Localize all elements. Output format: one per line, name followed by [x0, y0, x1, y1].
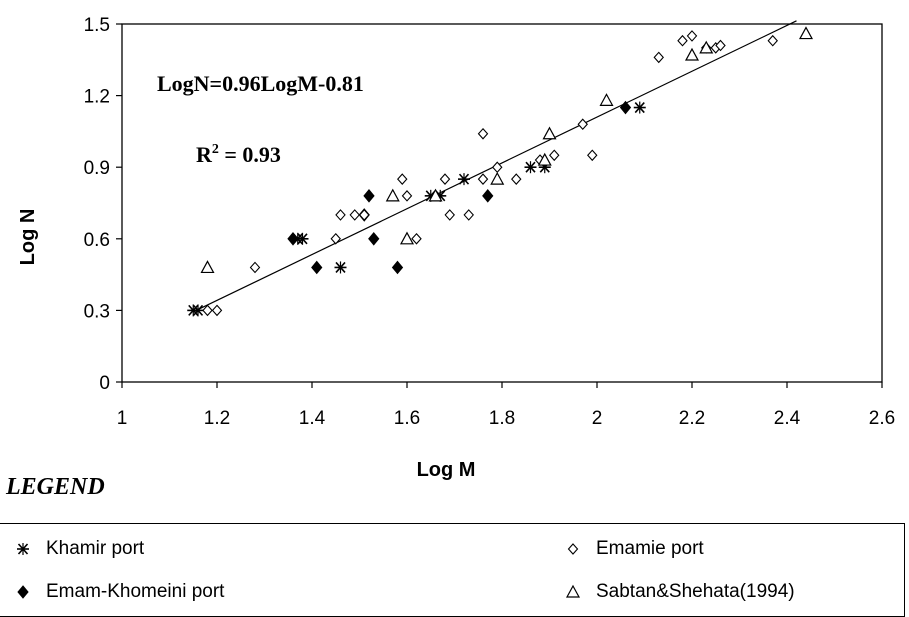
legend-label-emam-khomeini: Emam-Khomeini port — [46, 581, 225, 602]
legend-label-sabtan-shehata: Sabtan&Shehata(1994) — [596, 581, 795, 602]
data-point-triangle-open — [699, 40, 714, 54]
data-point-triangle-open — [428, 188, 443, 202]
data-point-diamond-open — [359, 209, 370, 221]
y-tick-label: 1.2 — [84, 87, 110, 108]
data-point-asterisk — [334, 261, 347, 274]
open-triangle-icon — [565, 584, 581, 598]
legend-marker-diamond-filled — [17, 585, 29, 599]
data-point-triangle-open — [599, 93, 614, 106]
data-point-diamond-open — [477, 173, 489, 185]
data-point-diamond-open — [686, 30, 698, 42]
legend-label-emamie: Emamie port — [596, 538, 704, 559]
equation-label: LogN=0.96LogM-0.81 — [157, 71, 364, 96]
data-point-diamond-filled — [619, 100, 632, 115]
data-point-diamond-open — [411, 232, 422, 245]
data-point-diamond-open — [677, 34, 688, 47]
x-tick-label: 1.6 — [394, 408, 420, 429]
legend-marker-triangle-open — [565, 584, 581, 598]
y-tick-label: 0.6 — [84, 230, 110, 251]
y-tick-label: 1.5 — [84, 15, 110, 36]
r-squared-superscript: 2 — [212, 142, 219, 157]
legend-box: Khamir port Emam-Khomeini port Emamie po… — [0, 523, 905, 617]
legend-item-emam-khomeini: Emam-Khomeini port — [12, 581, 224, 603]
data-point-diamond-open — [335, 209, 346, 221]
filled-diamond-icon — [17, 585, 29, 599]
legend-title: LEGEND — [6, 474, 105, 500]
data-point-diamond-filled — [363, 189, 375, 203]
data-point-triangle-open — [399, 231, 415, 245]
data-point-diamond-open — [444, 209, 455, 221]
y-tick-label: 0.9 — [84, 158, 110, 179]
data-point-triangle-open — [200, 260, 215, 274]
x-tick-label: 1.2 — [204, 408, 230, 429]
legend-marker-asterisk — [17, 543, 29, 555]
data-point-diamond-open — [715, 39, 726, 52]
x-tick-label: 2.4 — [774, 408, 801, 429]
data-point-diamond-open — [401, 190, 413, 202]
x-tick-label: 2.2 — [679, 408, 705, 429]
data-point-diamond-open — [397, 173, 408, 185]
x-tick-label: 2.6 — [869, 408, 895, 429]
x-axis-title: Log M — [417, 459, 476, 481]
data-point-triangle-open — [385, 188, 400, 202]
data-point-triangle-open — [537, 152, 552, 166]
legend-marker-diamond-open — [567, 543, 579, 555]
data-point-diamond-open — [767, 34, 778, 47]
data-point-diamond-open — [349, 209, 360, 221]
data-point-diamond-filled — [311, 260, 323, 275]
data-point-triangle-open — [798, 26, 814, 40]
x-tick-label: 1.4 — [299, 408, 326, 429]
data-point-diamond-open — [211, 304, 223, 317]
data-point-diamond-open — [463, 209, 474, 221]
y-tick-label: 0 — [99, 373, 110, 394]
data-point-diamond-filled — [482, 189, 494, 203]
data-point-triangle-open — [542, 126, 557, 140]
data-point-triangle-open — [490, 171, 505, 185]
data-point-diamond-open — [249, 261, 261, 274]
data-point-asterisk — [524, 161, 537, 174]
x-tick-label: 1 — [117, 408, 128, 429]
data-point-diamond-open — [511, 173, 522, 185]
x-tick-label: 2 — [592, 408, 603, 429]
data-point-diamond-open — [330, 232, 341, 245]
data-point-diamond-open — [587, 149, 598, 162]
y-tick-label: 0.3 — [84, 301, 110, 322]
data-point-diamond-open — [477, 127, 489, 140]
data-point-diamond-open — [202, 304, 213, 317]
data-point-diamond-open — [653, 51, 664, 64]
data-point-diamond-filled — [391, 260, 404, 275]
data-point-asterisk — [192, 304, 204, 317]
data-point-diamond-filled — [287, 232, 299, 246]
legend-item-khamir: Khamir port — [12, 538, 144, 560]
x-tick-label: 1.8 — [489, 408, 515, 429]
legend-item-emamie: Emamie port — [562, 538, 704, 560]
open-diamond-icon — [567, 543, 579, 555]
data-point-asterisk — [633, 101, 646, 114]
data-point-diamond-open — [439, 173, 451, 185]
data-point-asterisk — [458, 173, 470, 186]
asterisk-icon — [17, 543, 29, 555]
data-point-diamond-open — [577, 118, 588, 131]
legend-label-khamir: Khamir port — [46, 538, 145, 559]
r-squared-label: R2 = 0.93 — [196, 142, 281, 167]
data-point-diamond-filled — [368, 232, 380, 246]
data-point-triangle-open — [684, 47, 700, 61]
r-squared-symbol: R — [196, 142, 213, 167]
y-axis-title: Log N — [17, 209, 39, 266]
r-squared-value: = 0.93 — [219, 142, 281, 167]
data-point-diamond-open — [549, 149, 560, 162]
legend-item-sabtan-shehata: Sabtan&Shehata(1994) — [562, 581, 795, 603]
